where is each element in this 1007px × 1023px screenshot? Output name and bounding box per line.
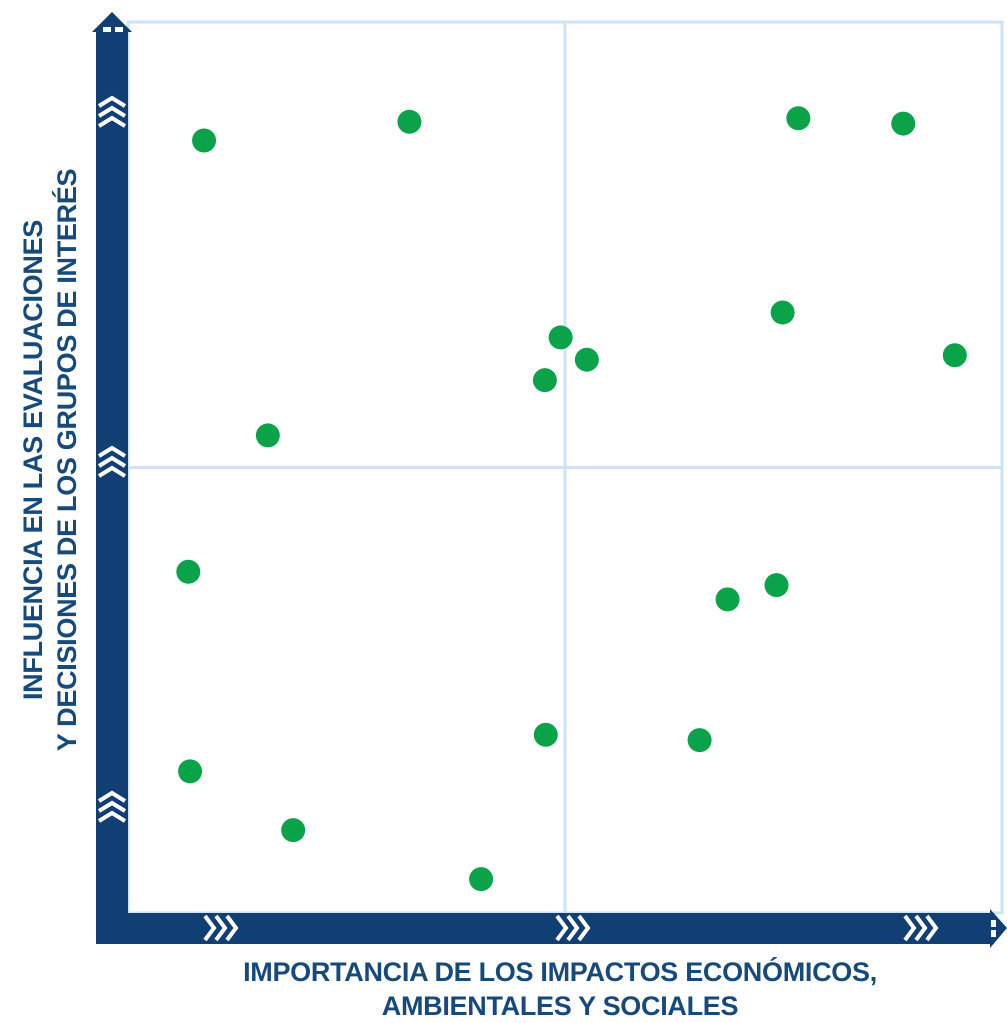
x-chevron: [225, 914, 239, 942]
data-point-11: [176, 559, 201, 584]
data-point-5: [770, 300, 795, 325]
data-point-12: [764, 573, 789, 598]
data-point-7: [548, 325, 573, 350]
y-axis-chevrons-1: [97, 95, 127, 128]
data-point-10: [255, 423, 280, 448]
x-axis-chevrons-1: [203, 914, 239, 942]
y-chevron: [97, 810, 127, 823]
data-point-13: [715, 587, 740, 612]
data-point-6: [942, 343, 967, 368]
y-chevron: [97, 465, 127, 478]
y-chevron: [97, 95, 127, 108]
x-chevron: [555, 914, 569, 942]
x-axis-arrow-notch-top: [991, 920, 996, 927]
data-point-15: [687, 728, 712, 753]
data-point-3: [786, 106, 811, 131]
y-axis-arrowhead: [92, 12, 132, 32]
y-axis-chevrons-3: [97, 790, 127, 823]
x-chevron: [203, 914, 217, 942]
data-point-17: [281, 818, 306, 843]
data-point-2: [397, 109, 422, 134]
data-point-18: [469, 867, 494, 892]
y-axis-arrow-notch-left: [103, 27, 111, 32]
x-chevron: [925, 914, 939, 942]
x-axis-chevrons-3: [903, 914, 939, 942]
y-chevron: [97, 800, 127, 813]
y-axis-bar: [96, 30, 128, 944]
data-point-16: [178, 759, 203, 784]
y-chevron: [97, 455, 127, 468]
y-axis-arrow-notch-right: [115, 27, 123, 32]
data-point-14: [533, 722, 558, 747]
x-axis-chevrons-2: [555, 914, 591, 942]
x-axis-label-line-2: AMBIENTALES Y SOCIALES: [381, 991, 739, 1021]
y-chevron: [97, 115, 127, 128]
x-chevron: [566, 914, 580, 942]
x-axis-label-line-1: IMPORTANCIA DE LOS IMPACTOS ECONÓMICOS,: [243, 957, 877, 987]
y-axis-label-line-1: INFLUENCIA EN LAS EVALUACIONES: [18, 219, 48, 701]
y-chevron: [97, 105, 127, 118]
x-axis-label: IMPORTANCIA DE LOS IMPACTOS ECONÓMICOS, …: [130, 955, 990, 1023]
x-chevron: [214, 914, 228, 942]
x-axis-arrow-notch-bottom: [991, 930, 996, 937]
x-chevron: [914, 914, 928, 942]
data-point-4: [891, 111, 916, 136]
y-chevron: [97, 445, 127, 458]
x-chevron: [903, 914, 917, 942]
data-point-1: [192, 128, 217, 153]
x-chevron: [577, 914, 591, 942]
y-axis-chevrons-2: [97, 445, 127, 478]
y-axis-label: INFLUENCIA EN LAS EVALUACIONES Y DECISIO…: [16, 100, 84, 820]
x-axis-arrowhead: [990, 909, 1007, 948]
y-chevron: [97, 790, 127, 803]
data-point-9: [532, 368, 557, 393]
y-axis-label-line-2: Y DECISIONES DE LOS GRUPOS DE INTERÉS: [52, 168, 82, 752]
x-axis-bar: [96, 913, 994, 944]
data-point-8: [574, 347, 599, 372]
